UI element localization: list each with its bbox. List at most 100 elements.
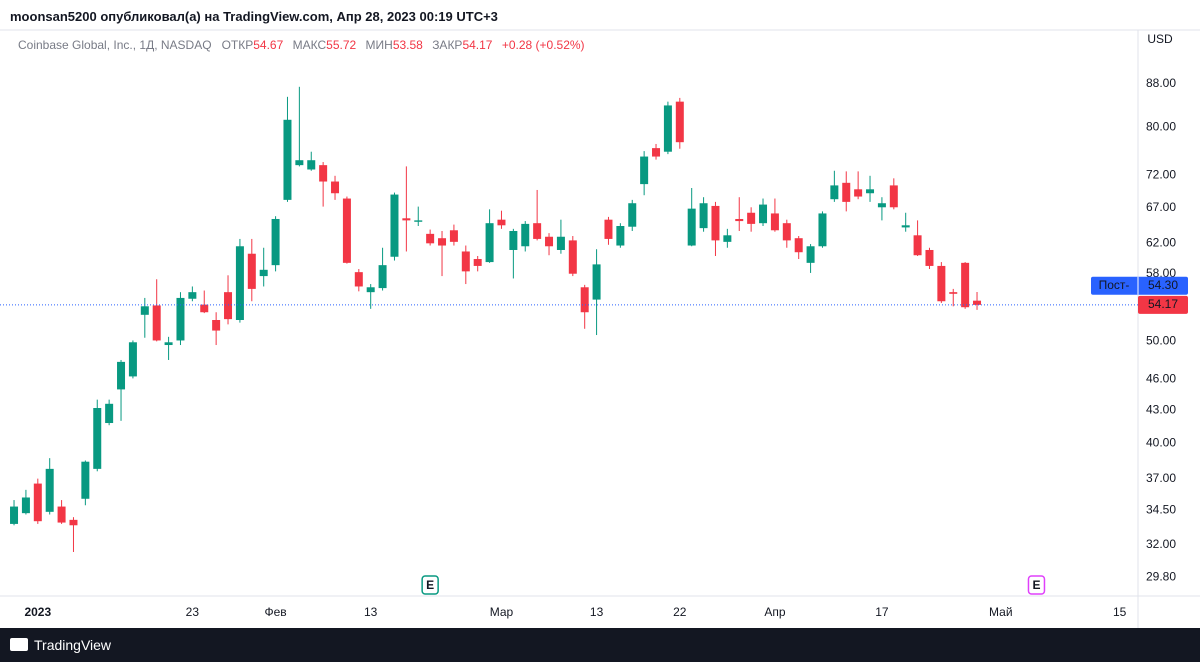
last-price-label: 54.17 [1148,297,1178,311]
candle-body [402,218,411,221]
candle-body [747,212,756,224]
y-tick-label: 40.00 [1146,435,1176,449]
event-label: E [426,578,434,592]
low-label: МИН [365,38,393,52]
candle-body [533,223,542,239]
x-tick-label: Апр [764,605,786,619]
candle-body [485,223,494,263]
candle-body [818,213,827,247]
high-value: 55.72 [326,38,357,52]
post-market-name: Пост- [1099,278,1130,292]
candle-body [152,305,161,341]
change: +0.28 (+0.52%) [501,38,585,52]
candle-body [913,235,922,256]
candle-body [973,300,982,305]
candle-body [854,189,863,197]
logo [10,638,28,651]
y-tick-label: 32.00 [1146,537,1176,551]
x-tick-label: 17 [875,605,889,619]
candle-body [473,259,482,266]
candle-body [509,230,518,250]
y-tick-label: 34.50 [1146,503,1176,517]
post-market-label: 54.30 [1148,278,1178,292]
chart: USD 88.00 80.00 72.00 67.00 62.00 58.00 50.00 46… [0,29,1200,628]
y-tick-label: 88.00 [1146,76,1176,90]
event-label: E [1032,578,1040,592]
y-tick-label: 43.00 [1146,402,1176,416]
candle-body [426,233,435,244]
candle-body [711,205,720,241]
x-tick-label: Фев [264,605,286,619]
candle-body [57,506,66,523]
candle-body [283,119,292,200]
x-tick-label: Май [989,605,1013,619]
candle-body [10,506,19,524]
candle-body [937,265,946,302]
y-tick-label: 72.00 [1146,167,1176,181]
candle-body [271,218,280,266]
candle-body [414,220,423,222]
candle-body [497,219,506,226]
candle-body [224,292,233,320]
y-tick-label: 67.00 [1146,200,1176,214]
open-label: ОТКР [221,38,254,52]
x-tick-label: 15 [1113,605,1127,619]
candle-body [568,240,577,274]
candle-body [877,203,886,208]
y-tick-label: 58.00 [1146,266,1176,280]
candle-body [295,160,304,166]
close-label: ЗАКР [432,38,463,52]
candle-body [117,361,126,390]
candle-body [806,246,815,263]
y-tick-label: 29.80 [1146,569,1176,583]
x-tick-label: 23 [186,605,200,619]
event-marker [421,575,439,595]
candle-body [307,160,316,170]
candle-body [342,198,351,263]
candle-body [319,165,328,182]
candle-body [188,292,197,299]
low-value: 53.58 [392,38,423,52]
candle-body [687,208,696,246]
candle-body [759,204,768,224]
y-tick-label: 50.00 [1146,334,1176,348]
candle-body [105,403,114,424]
y-tick-label: 80.00 [1146,119,1176,133]
candle-body [164,342,173,346]
candle-body [675,101,684,143]
candle-body [81,461,90,499]
last-price-box [1138,295,1188,314]
candle-body [782,223,791,241]
candle-body [390,194,399,257]
candle-body [128,342,137,377]
footer: TradingView [0,628,1200,662]
candle-body [235,246,244,320]
y-tick-label: 46.00 [1146,372,1176,386]
candle-body [663,105,672,152]
candle-body [961,262,970,308]
candle-body [949,292,958,294]
candle-body [45,468,54,512]
candle-body [259,269,268,277]
x-tick-label: 13 [590,605,604,619]
candle-body [925,249,934,266]
candle-body [842,182,851,202]
candle-body [449,230,458,242]
legend: Coinbase Global, Inc., 1Д, NASDAQ ОТКР54… [18,38,591,52]
post-market-box [1091,276,1188,295]
candle-body [247,253,256,289]
candle-body [438,238,447,246]
candle-body [735,218,744,222]
brand: TradingView [34,637,112,653]
candle-body [461,251,470,272]
candle-body [830,185,839,200]
candle-body [628,203,637,227]
candle-body [592,264,601,300]
close-value: 54.17 [462,38,493,52]
x-tick-label: Мар [490,605,514,619]
x-tick-label: 13 [364,605,378,619]
candle-body [21,497,30,514]
candle-body [212,319,221,331]
candle-body [580,287,589,313]
